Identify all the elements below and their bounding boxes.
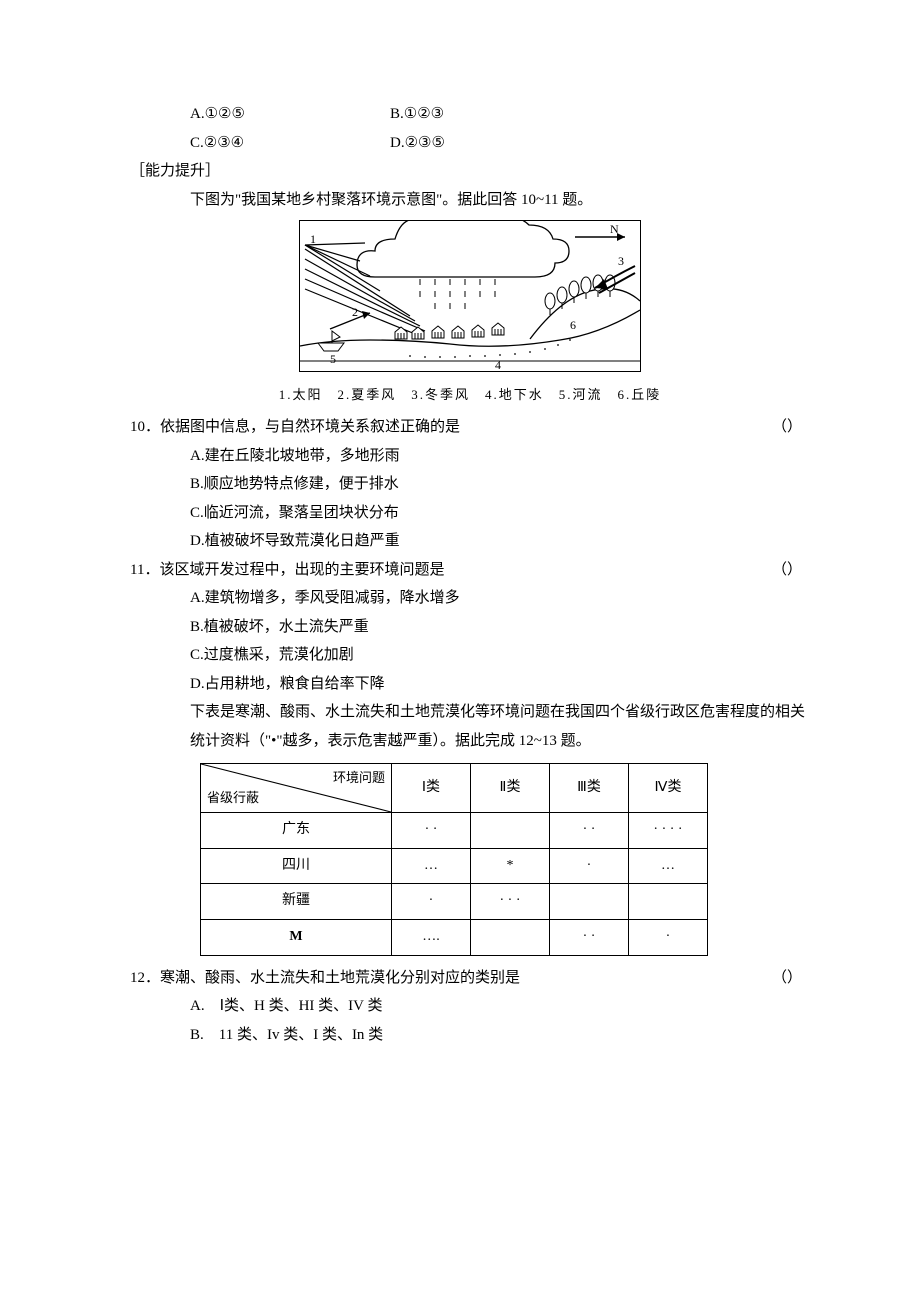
table-intro: 下表是寒潮、酸雨、水土流失和土地荒漠化等环境问题在我国四个省级行政区危害程度的相… (130, 698, 810, 755)
cell: · · · (471, 884, 550, 920)
q10-opt-c: C.临近河流，聚落呈团块状分布 (130, 499, 810, 528)
cell: …. (392, 919, 471, 955)
row-name: 新疆 (201, 884, 392, 920)
q9-opt-b: B.①②③ (390, 100, 590, 129)
q10-stem: ．依据图中信息，与自然环境关系叙述正确的是 (145, 419, 460, 435)
diag-bottom: 省级行蔽 (207, 786, 259, 811)
q9-opt-c: C.②③④ (190, 129, 390, 158)
q10-opt-b: B.顺应地势特点修建，便于排水 (130, 470, 810, 499)
q10-paren: （） (762, 413, 810, 442)
cell: … (629, 848, 708, 884)
q9-opt-a: A.①②⑤ (190, 100, 390, 129)
q11-opt-c: C.过度樵采，荒漠化加剧 (130, 641, 810, 670)
hazard-table: 环境问题 省级行蔽 Ⅰ类 Ⅱ类 Ⅲ类 Ⅳ类 广东 · · · · · · · ·… (200, 763, 708, 955)
section-heading: ［能力提升］ (130, 157, 810, 186)
north-label: N (610, 222, 619, 236)
cell: … (392, 848, 471, 884)
q11-opt-a: A.建筑物增多，季风受阻减弱，降水增多 (130, 584, 810, 613)
col-3: Ⅲ类 (550, 764, 629, 813)
page: A.①②⑤ B.①②③ C.②③④ D.②③⑤ ［能力提升］ 下图为"我国某地乡… (0, 0, 920, 1301)
figure-intro: 下图为"我国某地乡村聚落环境示意图"。据此回答 10~11 题。 (130, 186, 810, 215)
row-name: 四川 (201, 848, 392, 884)
row-name: 广东 (201, 813, 392, 849)
settlement-diagram: N (299, 220, 641, 372)
figure-caption: 1.太阳 2.夏季风 3.冬季风 4.地下水 5.河流 6.丘陵 (130, 383, 810, 408)
table-diag-header: 环境问题 省级行蔽 (201, 764, 392, 813)
q9-options-row2: C.②③④ D.②③⑤ (130, 129, 810, 158)
cell (471, 919, 550, 955)
svg-text:1: 1 (310, 232, 316, 246)
q11-stem: ．该区域开发过程中，出现的主要环境问题是 (144, 562, 444, 578)
q12-paren: （） (762, 964, 810, 993)
row-name: M (201, 919, 392, 955)
col-4: Ⅳ类 (629, 764, 708, 813)
diag-top: 环境问题 (333, 766, 385, 791)
svg-text:6: 6 (570, 318, 576, 332)
q11-paren: （） (762, 556, 810, 585)
q9-opt-d: D.②③⑤ (390, 129, 590, 158)
cell: · · (550, 919, 629, 955)
cell: · (392, 884, 471, 920)
table-row: 新疆 · · · · (201, 884, 708, 920)
cell: · · (550, 813, 629, 849)
svg-text:2: 2 (352, 305, 358, 319)
col-2: Ⅱ类 (471, 764, 550, 813)
cell (550, 884, 629, 920)
q12-num: 12 (130, 970, 145, 986)
q12-line: 12．寒潮、酸雨、水土流失和土地荒漠化分别对应的类别是 （） (130, 964, 810, 993)
q11-num: 11 (130, 562, 144, 578)
table-row: M …. · · · (201, 919, 708, 955)
cell (629, 884, 708, 920)
q12-opt-a: A. Ⅰ类、H 类、HI 类、IV 类 (130, 992, 810, 1021)
cell: · (550, 848, 629, 884)
col-1: Ⅰ类 (392, 764, 471, 813)
table-row: 广东 · · · · · · · · (201, 813, 708, 849)
q11-opt-d: D.占用耕地，粮食自给率下降 (130, 670, 810, 699)
q12-stem: ．寒潮、酸雨、水土流失和土地荒漠化分别对应的类别是 (145, 970, 520, 986)
figure-wrap: N (130, 220, 810, 407)
q10-opt-d: D.植被破坏导致荒漠化日趋严重 (130, 527, 810, 556)
svg-text:4: 4 (495, 358, 501, 372)
cell (471, 813, 550, 849)
svg-text:3: 3 (618, 254, 624, 268)
q12-opt-b: B. 11 类、Iv 类、I 类、In 类 (130, 1021, 810, 1050)
q10-line: 10．依据图中信息，与自然环境关系叙述正确的是 （） (130, 413, 810, 442)
q9-options-row1: A.①②⑤ B.①②③ (130, 100, 810, 129)
cell: * (471, 848, 550, 884)
q10-num: 10 (130, 419, 145, 435)
svg-text:5: 5 (330, 352, 336, 366)
q11-line: 11．该区域开发过程中，出现的主要环境问题是 （） (130, 556, 810, 585)
q10-opt-a: A.建在丘陵北坡地带，多地形雨 (130, 442, 810, 471)
cell: · (629, 919, 708, 955)
cell: · · (392, 813, 471, 849)
q11-opt-b: B.植被破坏，水土流失严重 (130, 613, 810, 642)
table-row: 四川 … * · … (201, 848, 708, 884)
cell: · · · · (629, 813, 708, 849)
